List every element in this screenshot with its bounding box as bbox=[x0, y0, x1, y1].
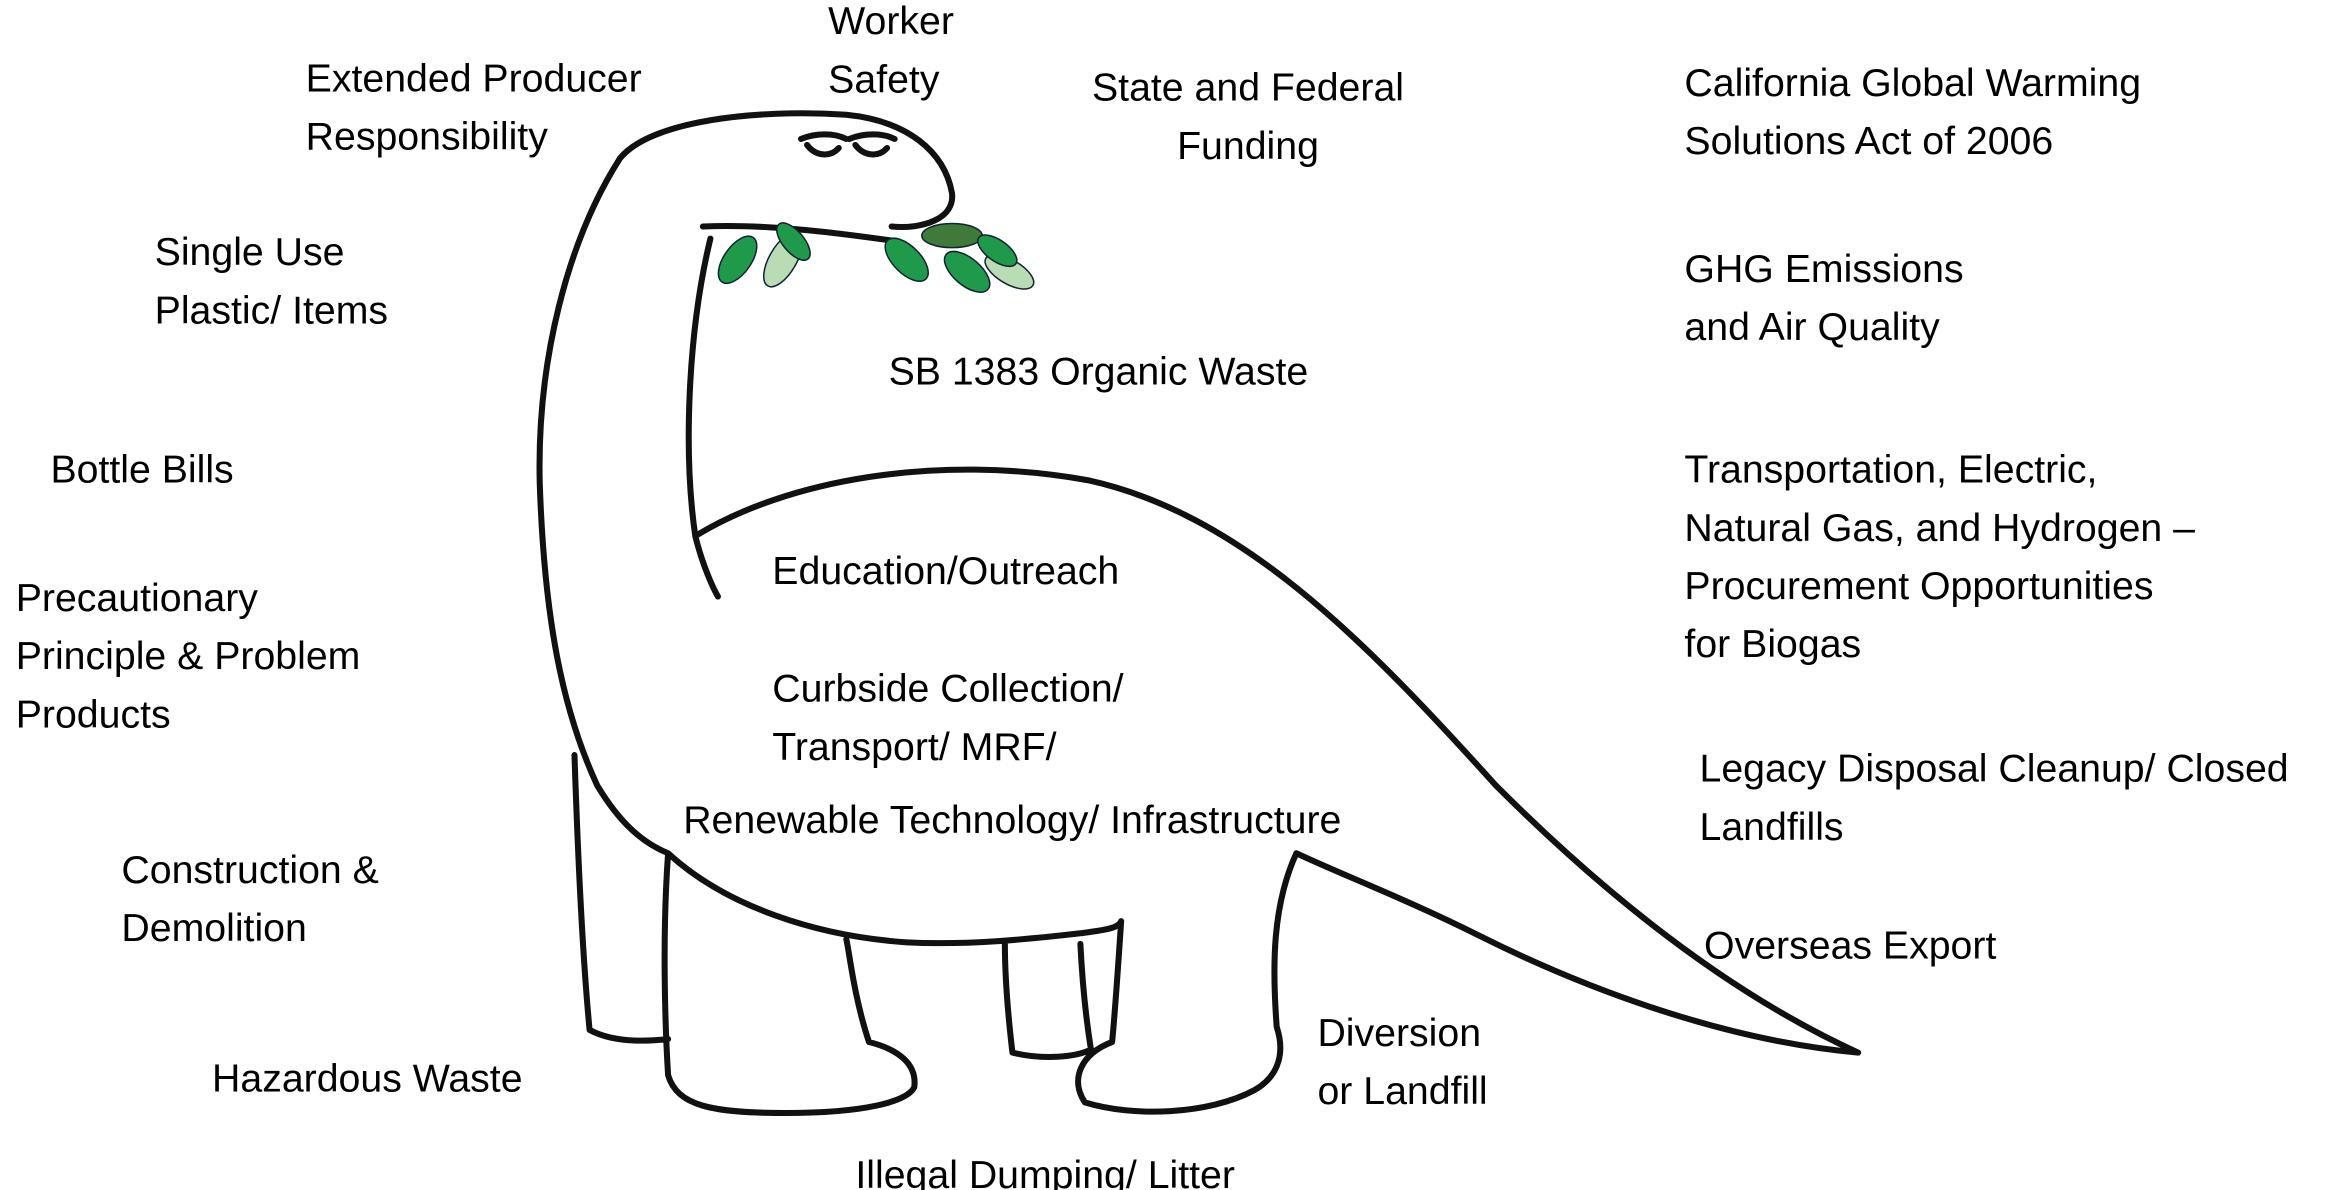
label-line: Principle & Problem bbox=[16, 635, 361, 679]
dino-eye bbox=[797, 131, 898, 158]
label-line: for Biogas bbox=[1684, 622, 1861, 666]
label-line: Worker bbox=[828, 0, 954, 44]
label: Bottle Bills bbox=[50, 448, 233, 492]
label: Education/Outreach bbox=[772, 549, 1119, 593]
label-line: Overseas Export bbox=[1704, 924, 1996, 968]
label: Transportation, Electric, Natural Gas, an… bbox=[1684, 448, 2195, 666]
label-line: Renewable Technology/ Infrastructure bbox=[683, 798, 1341, 842]
label-line: Diversion bbox=[1317, 1011, 1481, 1055]
leaf bbox=[921, 222, 983, 249]
label-line: Single Use bbox=[155, 231, 345, 275]
label: California Global Warming Solutions Act o… bbox=[1684, 61, 2141, 163]
label-line: Plastic/ Items bbox=[155, 289, 388, 333]
label: SB 1383 Organic Waste bbox=[889, 350, 1309, 394]
leaf bbox=[776, 222, 811, 262]
label: Overseas Export bbox=[1704, 924, 1996, 968]
label-line: and Air Quality bbox=[1684, 305, 1940, 349]
label: Legacy Disposal Cleanup/ Closed Landfills bbox=[1700, 747, 2289, 849]
label: Worker Safety bbox=[828, 0, 954, 102]
label-line: Hazardous Waste bbox=[212, 1057, 523, 1101]
label-line: Extended Producer bbox=[306, 57, 642, 101]
label-line: Transportation, Electric, bbox=[1684, 448, 2097, 492]
dinosaur bbox=[536, 110, 1862, 1117]
label-line: GHG Emissions bbox=[1684, 247, 1963, 291]
label-line: Construction & bbox=[121, 848, 378, 892]
label-line: Demolition bbox=[121, 906, 306, 950]
leaf bbox=[884, 237, 929, 282]
label-line: Legacy Disposal Cleanup/ Closed bbox=[1700, 747, 2289, 791]
label-line: California Global Warming bbox=[1684, 61, 2141, 105]
label-line: Bottle Bills bbox=[50, 448, 233, 492]
label-line: Education/Outreach bbox=[772, 549, 1119, 593]
label: Single Use Plastic/ Items bbox=[155, 231, 388, 333]
label: State and Federal Funding bbox=[1092, 66, 1404, 168]
label: Renewable Technology/ Infrastructure bbox=[683, 798, 1341, 842]
label-line: Safety bbox=[828, 58, 940, 102]
label-line: State and Federal bbox=[1092, 66, 1404, 110]
label-line: Landfills bbox=[1700, 805, 1844, 849]
label-line: Solutions Act of 2006 bbox=[1684, 120, 2053, 164]
label-line: Funding bbox=[1177, 124, 1319, 168]
label: Illegal Dumping/ Litter bbox=[855, 1153, 1235, 1190]
label-line: Procurement Opportunities bbox=[1684, 564, 2153, 608]
label: Curbside Collection/Transport/ MRF/ bbox=[772, 667, 1123, 769]
label: Extended Producer Responsibility bbox=[306, 57, 642, 159]
label-line: Precautionary bbox=[16, 576, 259, 620]
leaf bbox=[717, 235, 758, 285]
label: GHG Emissions and Air Quality bbox=[1684, 247, 1963, 349]
leaf bbox=[943, 250, 991, 293]
label-line: Curbside Collection/ bbox=[772, 667, 1123, 711]
label-line: Natural Gas, and Hydrogen – bbox=[1684, 506, 2195, 550]
label: Hazardous Waste bbox=[212, 1057, 523, 1101]
label: Precautionary Principle & Problem Products bbox=[16, 576, 361, 736]
labels: Worker Safety Extended Producer Responsibil… bbox=[16, 0, 2289, 1190]
label: Construction & Demolition bbox=[121, 848, 378, 950]
label-line: or Landfill bbox=[1317, 1069, 1487, 1113]
label-line: Illegal Dumping/ Litter bbox=[855, 1153, 1235, 1190]
leaf bbox=[977, 234, 1018, 268]
label-line: Responsibility bbox=[306, 115, 549, 159]
label: Diversion or Landfill bbox=[1317, 1011, 1487, 1113]
dino-outline bbox=[536, 110, 1862, 1117]
label-line: Products bbox=[16, 693, 171, 737]
label-line: SB 1383 Organic Waste bbox=[889, 350, 1309, 394]
label-line: Transport/ MRF/ bbox=[772, 725, 1056, 769]
